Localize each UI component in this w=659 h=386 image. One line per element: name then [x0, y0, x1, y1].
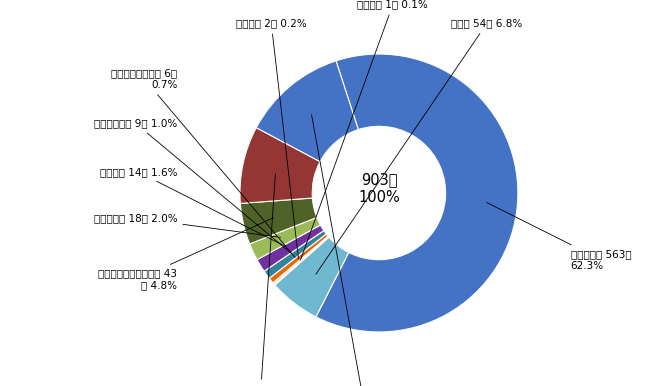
Text: つまづき 14人 1.6%: つまづき 14人 1.6% — [100, 167, 287, 247]
Text: その他 54人 6.8%: その他 54人 6.8% — [316, 19, 523, 274]
Text: 転倒 110人 12.2%: 転倒 110人 12.2% — [312, 115, 404, 386]
Wedge shape — [316, 54, 518, 332]
Wedge shape — [256, 61, 358, 162]
Wedge shape — [274, 237, 329, 285]
Text: 動作の反動 563人
62.3%: 動作の反動 563人 62.3% — [487, 203, 631, 271]
Text: はさまれ・巻き込まれ 43
人 4.8%: はさまれ・巻き込まれ 43 人 4.8% — [98, 218, 273, 290]
Text: 交通事故（道路） 6人
0.7%: 交通事故（道路） 6人 0.7% — [111, 68, 295, 257]
Wedge shape — [257, 225, 324, 271]
Wedge shape — [270, 234, 328, 283]
Wedge shape — [250, 217, 320, 260]
Wedge shape — [264, 230, 326, 278]
Text: 墜落・転落 18人 2.0%: 墜落・転落 18人 2.0% — [94, 213, 281, 237]
Text: 切れ・こすれ 9人 1.0%: 切れ・こすれ 9人 1.0% — [94, 119, 291, 254]
Wedge shape — [241, 198, 317, 244]
Text: 激突 81人 9.0%: 激突 81人 9.0% — [229, 174, 293, 386]
Wedge shape — [275, 237, 349, 317]
Wedge shape — [273, 236, 329, 284]
Text: 903人
100%: 903人 100% — [358, 173, 400, 205]
Text: 踏み抜き 1人 0.1%: 踏み抜き 1人 0.1% — [301, 0, 428, 260]
Text: 激突され 2人 0.2%: 激突され 2人 0.2% — [236, 19, 306, 259]
Wedge shape — [240, 128, 320, 203]
